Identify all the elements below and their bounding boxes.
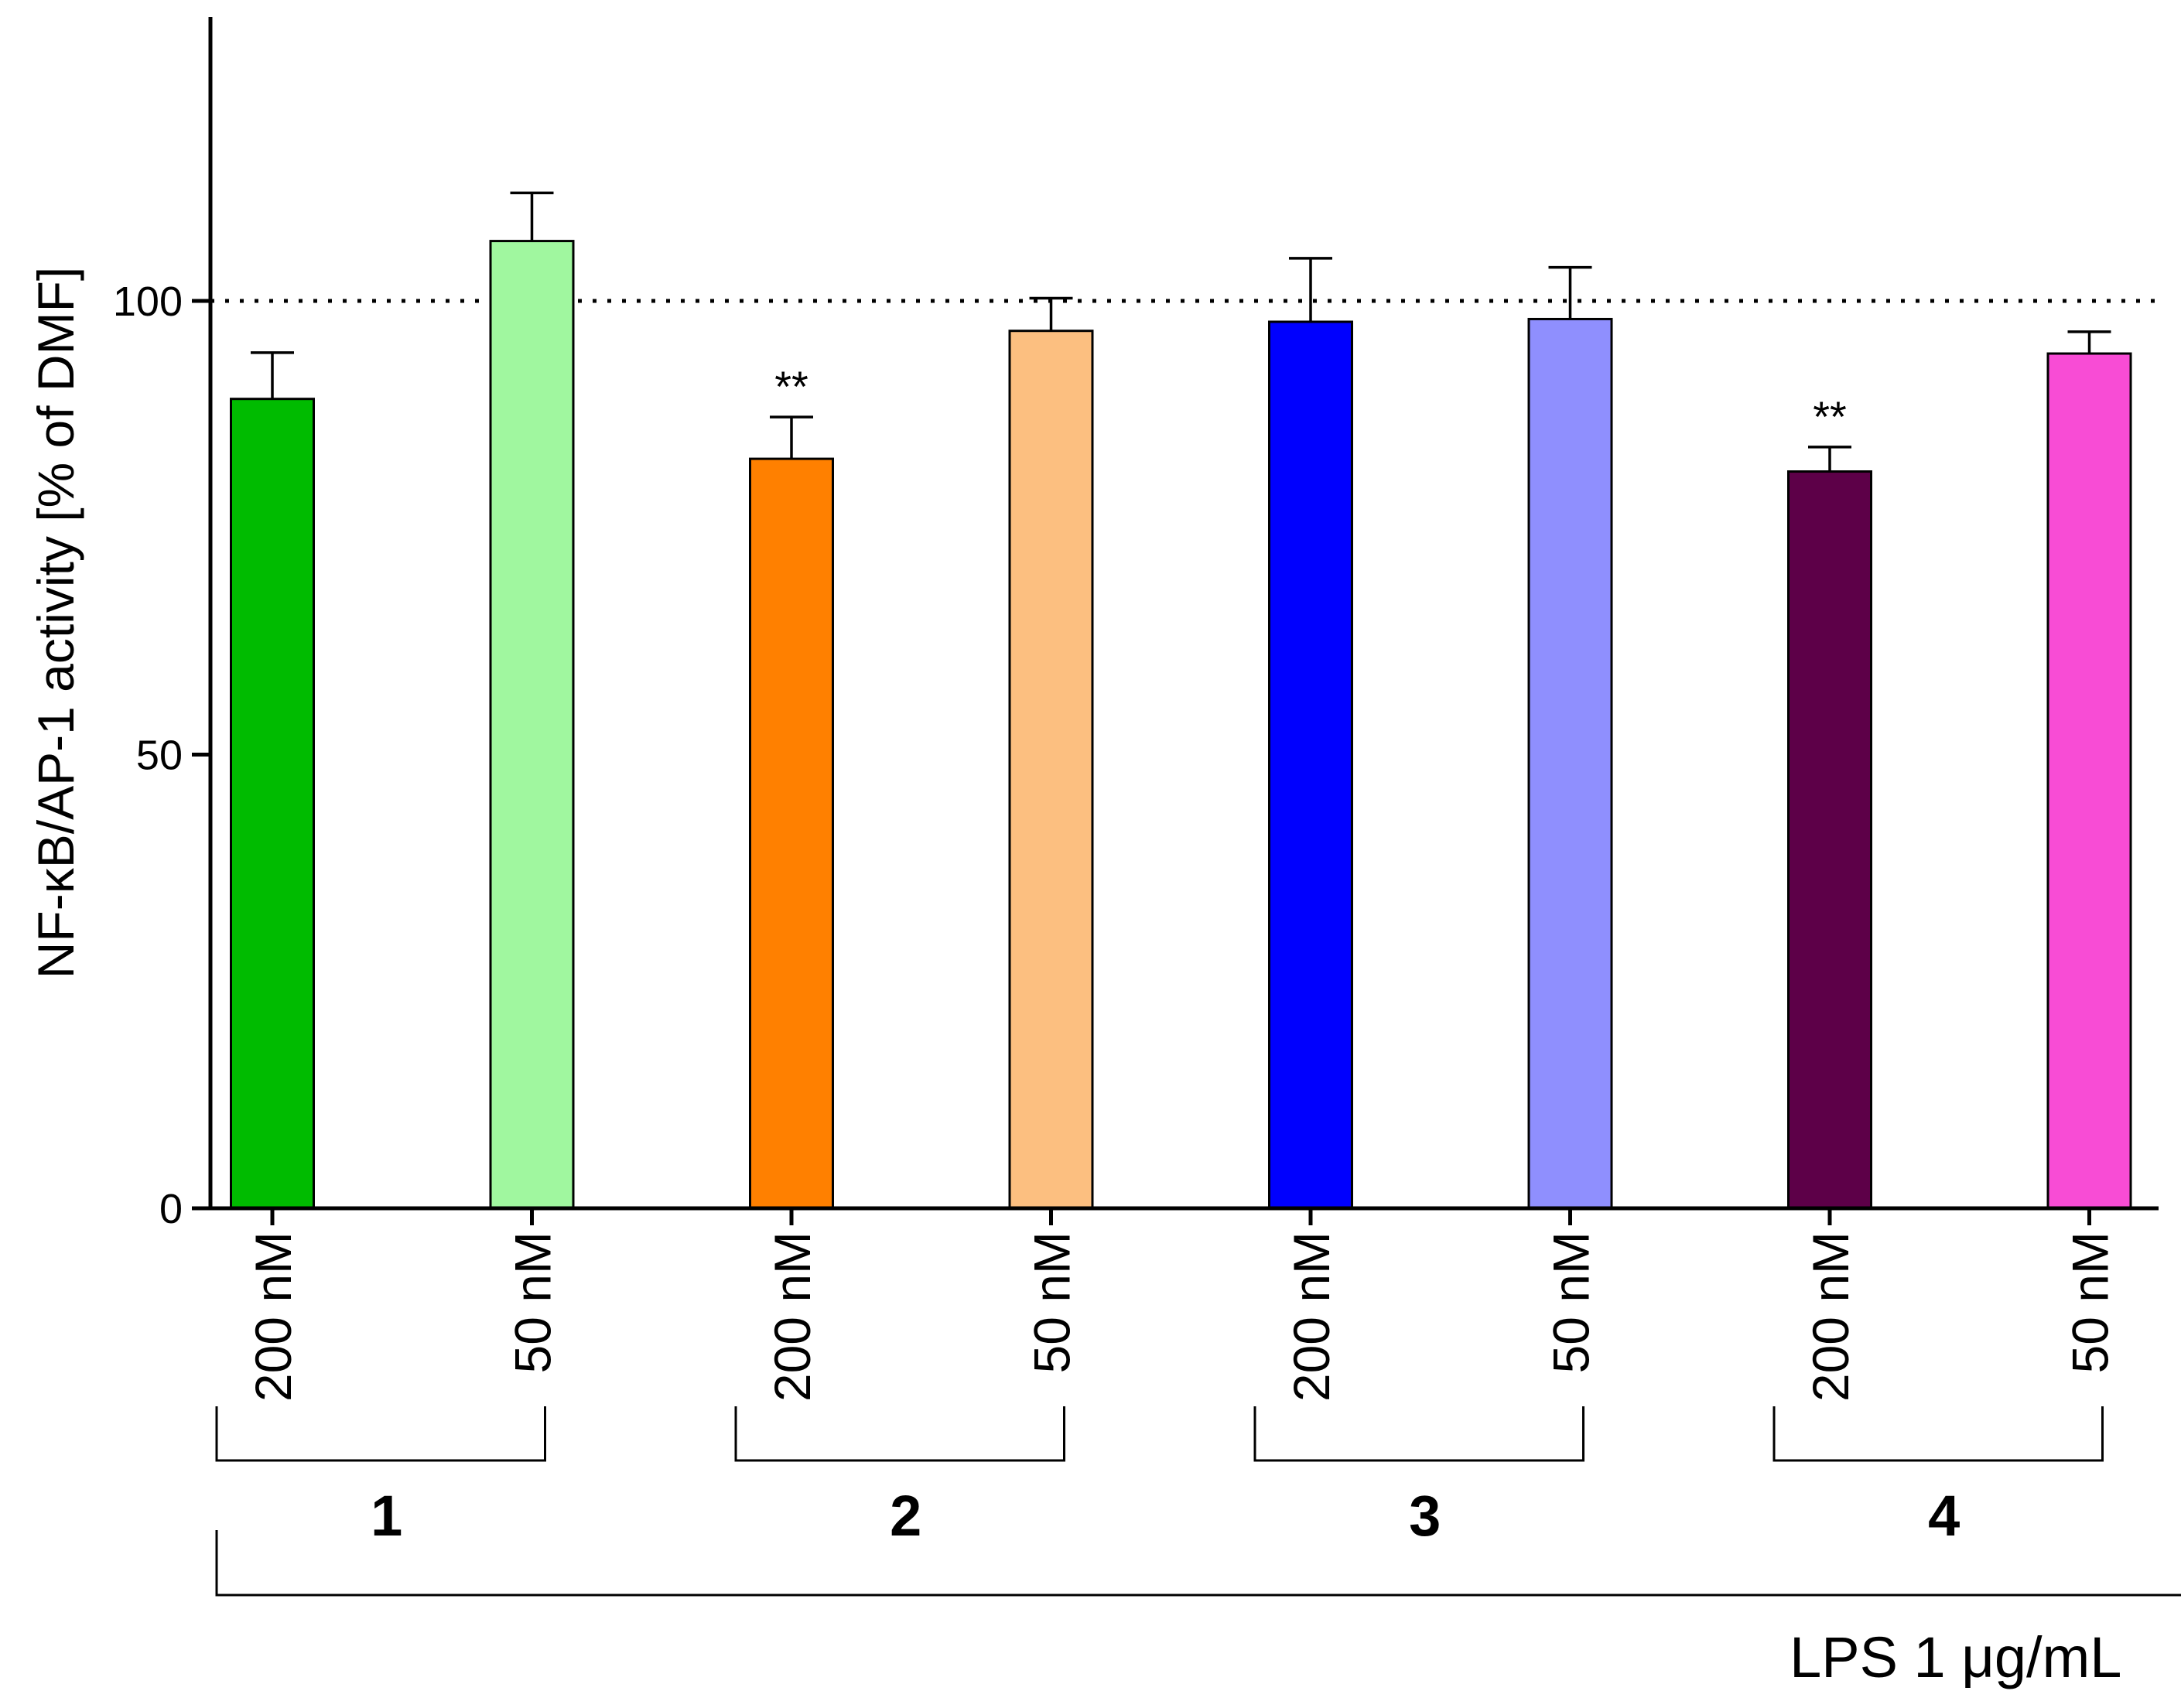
- significance-label-6: **: [1813, 392, 1847, 441]
- y-tick-label-1: 50: [136, 733, 183, 779]
- bar-2: [749, 457, 834, 1210]
- group-label-0: 1: [371, 1484, 402, 1548]
- lps-label: LPS 1 μg/mL: [1790, 1625, 2121, 1689]
- y-tick-label-0: 0: [159, 1186, 183, 1232]
- y-axis-label: NF-κB/AP-1 activity [% of DMF]: [27, 267, 84, 979]
- group-bracket-1: [734, 1406, 1065, 1462]
- x-tick-label-4: 200 nM: [1283, 1231, 1340, 1402]
- x-tick-label-7: 50 nM: [2062, 1231, 2119, 1373]
- bar-1: [489, 240, 575, 1210]
- bar-4: [1268, 320, 1353, 1210]
- x-tick-label-5: 50 nM: [1543, 1231, 1600, 1373]
- bar-3: [1008, 330, 1094, 1210]
- y-tick-label-2: 100: [113, 278, 183, 325]
- bar-0: [230, 398, 315, 1210]
- group-label-1: 2: [890, 1484, 921, 1548]
- bars-layer: [230, 191, 2132, 1210]
- group-label-3: 4: [1928, 1484, 1960, 1548]
- group-label-2: 3: [1409, 1484, 1441, 1548]
- x-tick-label-3: 50 nM: [1024, 1231, 1081, 1373]
- bar-7: [2046, 352, 2132, 1210]
- bar-5: [1527, 317, 1613, 1210]
- x-tick-label-1: 50 nM: [504, 1231, 562, 1373]
- bar-6: [1787, 470, 1872, 1210]
- x-tick-label-2: 200 nM: [764, 1231, 821, 1402]
- axis-layer: [192, 17, 2181, 1597]
- lps-bracket: [215, 1530, 2181, 1597]
- x-tick-label-6: 200 nM: [1802, 1231, 1859, 1402]
- group-bracket-3: [1772, 1406, 2104, 1462]
- group-bracket-2: [1253, 1406, 1584, 1462]
- x-tick-label-0: 200 nM: [244, 1231, 302, 1402]
- group-bracket-0: [215, 1406, 546, 1462]
- significance-label-2: **: [774, 362, 808, 411]
